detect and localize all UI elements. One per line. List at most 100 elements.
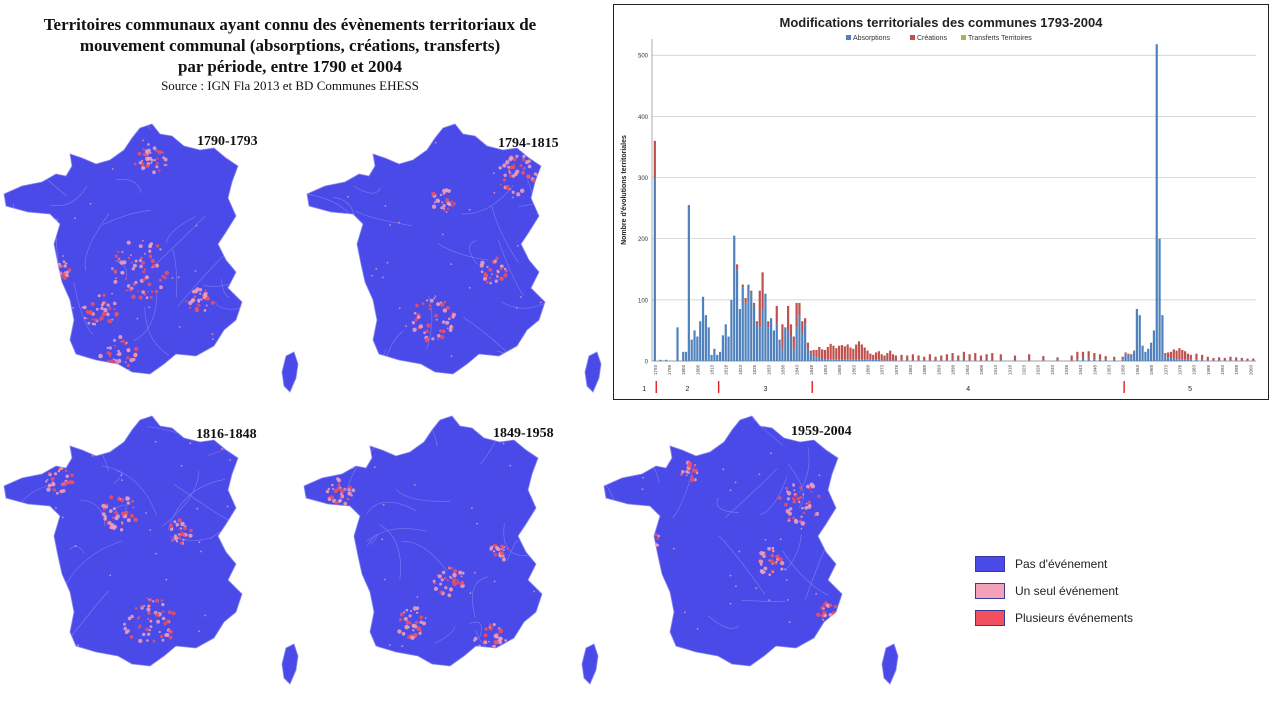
event-commune xyxy=(142,270,146,274)
event-commune xyxy=(522,167,526,170)
event-commune xyxy=(654,533,658,537)
event-commune xyxy=(498,166,502,170)
department-border xyxy=(396,489,451,502)
department-border xyxy=(26,416,35,423)
event-commune xyxy=(789,507,793,511)
corsica xyxy=(881,643,899,685)
event-commune xyxy=(451,581,454,584)
event-commune xyxy=(147,598,150,601)
event-commune xyxy=(155,149,158,153)
event-commune xyxy=(169,630,173,634)
event-commune xyxy=(204,289,207,292)
x-tick-label: 1863 xyxy=(851,365,856,376)
france-mainland xyxy=(603,415,843,667)
bar-absorptions xyxy=(1147,348,1150,361)
bar-creations xyxy=(1076,351,1079,360)
bar-absorptions xyxy=(1206,360,1209,361)
event-commune xyxy=(86,317,89,320)
event-commune xyxy=(769,559,774,564)
map-1816-1848 xyxy=(0,412,300,692)
event-commune xyxy=(722,468,725,471)
bar-absorptions xyxy=(727,336,730,361)
event-commune xyxy=(514,421,516,424)
event-commune xyxy=(62,260,65,263)
event-commune xyxy=(111,516,115,519)
event-commune xyxy=(788,519,791,522)
bar-absorptions xyxy=(1164,356,1167,361)
event-commune xyxy=(441,329,446,334)
bar-absorptions xyxy=(940,360,943,361)
event-commune xyxy=(527,164,532,169)
event-commune xyxy=(110,523,115,528)
x-tick-label: 1993 xyxy=(1220,365,1225,376)
event-commune xyxy=(640,532,645,538)
event-commune xyxy=(169,523,173,528)
event-commune xyxy=(212,338,214,341)
event-commune xyxy=(125,278,127,281)
event-commune xyxy=(126,629,130,633)
bar-creations xyxy=(1175,350,1178,360)
event-commune xyxy=(109,308,111,311)
event-commune xyxy=(129,513,134,518)
period-axis: 1 2 3 4 5 xyxy=(642,381,1192,393)
event-commune xyxy=(138,638,143,643)
event-commune xyxy=(778,557,783,562)
department-border xyxy=(469,621,482,638)
event-commune xyxy=(450,566,454,570)
bar-creations xyxy=(832,345,835,360)
figure-title-block: Territoires communaux ayant connu des év… xyxy=(0,14,580,94)
event-communes xyxy=(19,440,242,647)
event-commune xyxy=(445,306,450,310)
event-commune xyxy=(632,615,634,618)
event-commune xyxy=(439,582,443,586)
event-commune xyxy=(129,288,133,292)
department-border xyxy=(718,535,766,595)
event-commune xyxy=(362,639,365,642)
event-commune xyxy=(349,236,352,238)
bar-absorptions xyxy=(778,339,781,361)
event-commune xyxy=(447,202,452,207)
bar-creations xyxy=(886,353,889,361)
event-commune xyxy=(139,264,143,269)
event-commune xyxy=(487,649,493,655)
event-commune xyxy=(405,325,407,328)
event-commune xyxy=(147,282,152,287)
department-border xyxy=(223,249,242,256)
corsica xyxy=(584,351,602,393)
chart-legend: Absorptions Créations Transferts Territo… xyxy=(846,35,1032,42)
event-commune xyxy=(443,576,447,580)
event-commune xyxy=(547,176,549,178)
event-commune xyxy=(503,557,506,560)
event-commune xyxy=(146,607,151,612)
event-commune xyxy=(499,550,505,556)
bar-creations xyxy=(1169,351,1173,358)
event-commune xyxy=(233,367,235,369)
event-commune xyxy=(130,614,134,619)
event-commune xyxy=(131,267,135,271)
bar-creations xyxy=(863,347,866,360)
event-commune xyxy=(499,276,504,281)
event-commune xyxy=(145,164,150,168)
bar-creations xyxy=(852,348,855,360)
event-commune xyxy=(489,546,494,550)
event-commune xyxy=(796,496,801,501)
event-commune xyxy=(128,132,131,134)
bar-creations xyxy=(752,302,756,306)
event-commune xyxy=(162,610,165,613)
event-commune xyxy=(408,614,412,618)
event-commune xyxy=(119,260,124,265)
bars xyxy=(653,44,1255,361)
event-commune xyxy=(52,267,58,273)
event-commune xyxy=(340,488,345,494)
event-commune xyxy=(113,308,116,311)
event-commune xyxy=(493,259,497,263)
bar-absorptions xyxy=(835,359,838,361)
event-commune xyxy=(54,267,58,271)
bar-absorptions xyxy=(687,205,690,361)
event-commune xyxy=(139,256,143,260)
bar-absorptions xyxy=(1169,357,1173,361)
legend-swatch xyxy=(975,556,1005,572)
map-legend: Pas d'événement Un seul événement Plusie… xyxy=(975,555,1133,636)
event-commune xyxy=(496,275,499,278)
event-commune xyxy=(516,244,519,247)
